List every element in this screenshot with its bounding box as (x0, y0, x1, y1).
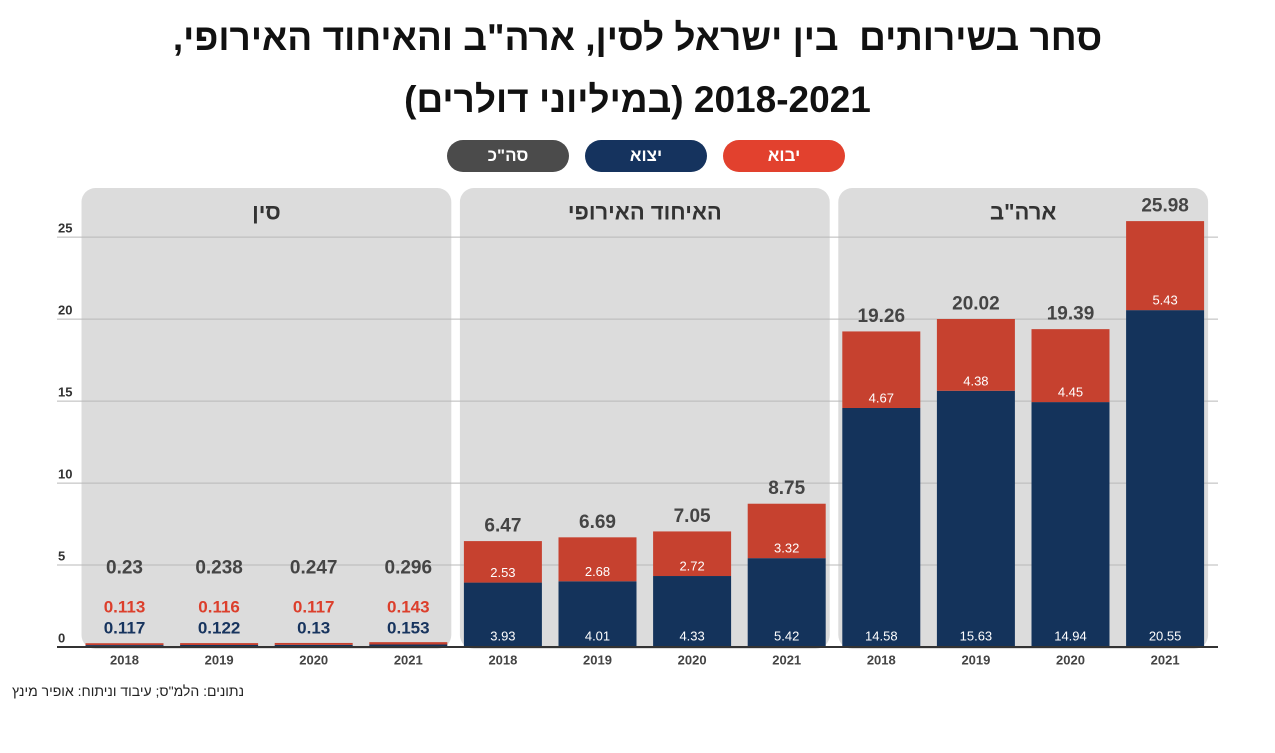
x-tick-label: 2021 (394, 653, 423, 668)
bar-import-segment (1126, 221, 1205, 311)
y-tick-label: 10 (58, 467, 72, 482)
export-value-label: 3.93 (490, 629, 515, 644)
labels-layer: 0.23 0.113 0.117 2018 0.238 0.116 0.122 2019 0.2… (57, 196, 1218, 668)
legend-item-export: יצוא (585, 140, 707, 172)
import-value-label: 4.67 (869, 390, 894, 405)
export-value-label: 0.122 (198, 619, 241, 638)
total-value-label: 19.26 (858, 306, 906, 327)
total-value-label: 0.238 (195, 558, 243, 579)
bar-import-segment (85, 643, 164, 646)
bar-import-segment (1031, 329, 1110, 403)
total-value-label: 7.05 (674, 506, 711, 527)
y-tick-label: 15 (58, 385, 72, 400)
import-value-label: 5.43 (1152, 293, 1177, 308)
total-value-label: 25.98 (1141, 196, 1189, 217)
import-value-label: 0.117 (293, 598, 335, 617)
bar-export-segment (936, 390, 1015, 647)
import-value-label: 0.113 (104, 598, 146, 617)
x-tick-label: 2019 (205, 653, 234, 668)
import-value-label: 0.116 (198, 598, 240, 617)
total-value-label: 20.02 (952, 293, 1000, 314)
total-value-label: 0.296 (385, 558, 433, 579)
y-tick-label: 0 (58, 631, 65, 646)
bar-export-segment (274, 644, 353, 647)
export-value-label: 4.33 (679, 629, 704, 644)
bar-import-segment (463, 541, 542, 583)
total-value-label: 6.47 (484, 516, 521, 537)
export-value-label: 0.13 (297, 619, 330, 638)
x-tick-label: 2020 (678, 653, 707, 668)
bar-export-segment (1031, 402, 1110, 647)
chart-title: סחר בשירותים בין ישראל לסין, ארה"ב והאיח… (172, 17, 1103, 120)
x-tick-label: 2021 (1151, 653, 1180, 668)
import-value-label: 2.53 (490, 565, 515, 580)
bar-export-segment (1126, 310, 1205, 647)
x-tick-label: 2018 (867, 653, 896, 668)
bar-export-segment (369, 644, 448, 647)
export-value-label: 15.63 (960, 629, 993, 644)
panels-layer: סין האיחוד האירופי ארה"ב (81, 188, 1209, 649)
bars-layer (85, 221, 1205, 647)
panel-label: סין (252, 200, 281, 225)
export-value-label: 14.94 (1054, 629, 1087, 644)
import-value-label: 2.72 (679, 559, 704, 574)
x-tick-label: 2018 (110, 653, 139, 668)
legend-item-total: סה"כ (447, 140, 569, 172)
export-value-label: 0.153 (387, 619, 430, 638)
import-value-label: 2.68 (585, 564, 610, 579)
bar-export-segment (463, 582, 542, 647)
x-tick-label: 2021 (772, 653, 801, 668)
bar-export-segment (653, 576, 732, 647)
x-tick-label: 2020 (1056, 653, 1085, 668)
import-value-label: 3.32 (774, 541, 799, 556)
export-value-label: 20.55 (1149, 629, 1182, 644)
bar-import-segment (653, 531, 732, 577)
x-tick-label: 2019 (583, 653, 612, 668)
y-tick-label: 5 (58, 549, 65, 564)
total-value-label: 6.69 (579, 512, 616, 533)
import-value-label: 4.38 (963, 373, 988, 388)
chart-panel (81, 188, 452, 649)
x-tick-label: 2020 (299, 653, 328, 668)
gridlines-layer: 0 5 10 15 20 25 (57, 221, 1218, 646)
total-value-label: 0.23 (106, 558, 143, 579)
total-value-label: 19.39 (1047, 304, 1095, 325)
bar-export-segment (747, 558, 826, 647)
chart-panel (838, 188, 1209, 649)
import-value-label: 4.45 (1058, 385, 1083, 400)
export-value-label: 5.42 (774, 629, 799, 644)
source-note: נתונים: הלמ"ס; עיבוד וניתוח: אופיר מינץ (12, 683, 245, 699)
bar-import-segment (558, 537, 637, 582)
bar-import-segment (369, 642, 448, 645)
y-tick-label: 25 (58, 221, 72, 236)
x-tick-label: 2019 (961, 653, 990, 668)
total-value-label: 8.75 (768, 478, 805, 499)
bar-import-segment (842, 331, 921, 408)
bar-import-segment (936, 318, 1015, 391)
bar-export-segment (842, 407, 921, 647)
chart-panel (459, 188, 830, 649)
export-value-label: 0.117 (104, 619, 146, 638)
panel-label: ארה"ב (990, 200, 1056, 225)
legend: יבוא יצוא סה"כ (447, 140, 845, 172)
bar-export-segment (558, 581, 637, 647)
total-value-label: 0.247 (290, 558, 338, 579)
bar-import-segment (274, 642, 353, 645)
legend-item-import: יבוא (723, 140, 845, 172)
panel-label: האיחוד האירופי (568, 200, 722, 225)
x-tick-label: 2018 (488, 653, 517, 668)
y-tick-label: 20 (58, 303, 72, 318)
import-value-label: 0.143 (387, 598, 430, 617)
bar-import-segment (180, 643, 259, 646)
export-value-label: 4.01 (585, 629, 610, 644)
bar-import-segment (747, 503, 826, 559)
export-value-label: 14.58 (865, 629, 898, 644)
